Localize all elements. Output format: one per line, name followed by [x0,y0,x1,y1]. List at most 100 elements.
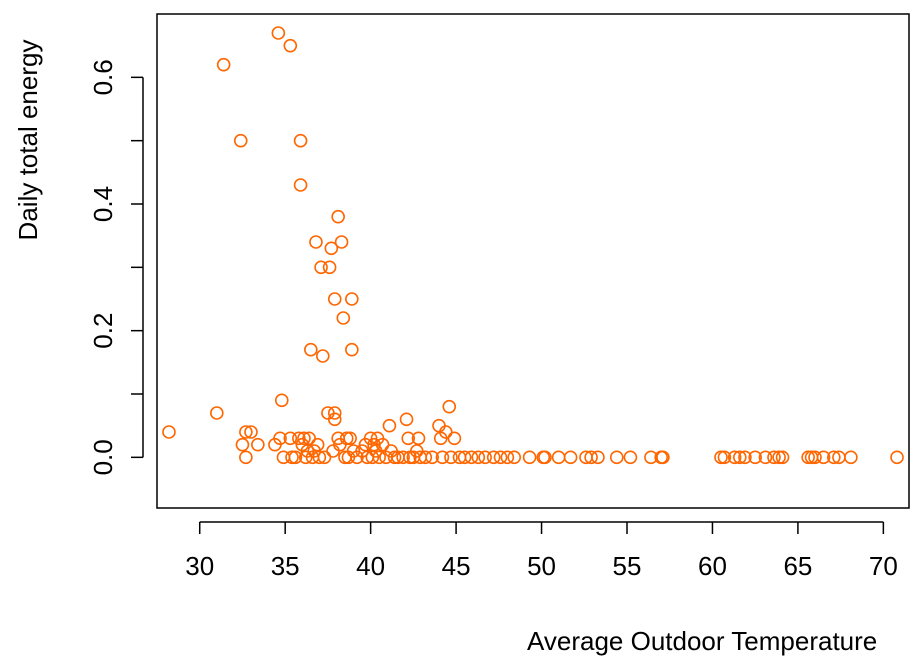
data-point [239,425,253,439]
data-point [399,412,414,427]
data-point [283,38,298,53]
data-point [315,349,330,363]
data-point [298,450,313,465]
x-tick-label: 65 [783,551,812,581]
data-point [738,450,752,465]
data-point [310,437,325,452]
data-point [244,425,258,439]
data-point [375,437,390,452]
data-point [609,450,624,465]
data-point [396,450,410,465]
data-point [251,437,265,452]
data-point [273,431,287,446]
data-point [363,431,378,446]
data-point [326,444,340,458]
data-point [727,450,742,465]
data-point [162,425,176,439]
data-point [464,450,479,465]
data-point [327,412,342,427]
data-point [331,209,345,224]
data-point [826,450,841,465]
data-point [321,406,335,420]
data-point [372,450,386,465]
data-point [297,431,311,446]
x-axis-ticks: 30 35 40 45 50 55 60 65 70 [185,522,898,581]
data-point [425,450,439,465]
y-tick-label: 0.6 [88,59,118,95]
data-point [210,406,224,420]
data-point [758,450,773,465]
data-point [801,450,815,465]
data-point [418,450,433,465]
data-point [293,178,308,192]
data-point [435,450,450,465]
data-point [584,450,598,465]
data-point [302,431,316,446]
data-point [623,450,638,465]
data-point [656,450,670,465]
data-point [292,431,306,446]
data-point [317,450,332,465]
data-point [493,450,508,465]
data-point [271,26,286,40]
data-point [767,450,781,465]
x-tick-label: 45 [442,551,471,581]
x-tick-label: 40 [356,551,385,581]
data-point [439,425,453,439]
data-point [844,450,858,465]
data-point [775,450,790,465]
data-point [471,450,486,465]
y-tick-label: 0.2 [88,313,118,349]
data-point [538,450,552,465]
data-point [522,450,537,465]
data-point [336,311,351,325]
x-tick-label: 50 [527,551,556,581]
y-tick-label: 0.4 [88,186,118,222]
x-tick-label: 55 [613,551,642,581]
data-point [239,450,253,465]
data-point [411,431,426,446]
y-tick-label: 0.0 [88,439,118,475]
data-point [345,342,359,357]
data-point [304,342,318,357]
data-point [327,406,342,420]
data-point [293,133,308,148]
data-point [447,431,462,446]
data-point [808,450,822,465]
data-point [327,292,342,306]
data-points [162,26,904,465]
data-point [717,450,732,465]
data-point [382,418,397,433]
data-point [235,437,250,452]
data-point [732,450,747,465]
data-point [322,260,337,275]
data-point [334,235,349,249]
data-point [216,57,231,72]
data-point [309,235,323,249]
data-point [283,431,298,446]
data-point [591,450,605,465]
data-point [288,450,303,465]
data-point [285,450,299,465]
data-point [444,450,458,465]
data-point [486,450,501,465]
data-point [314,260,328,275]
data-point [401,431,416,446]
data-point [500,450,515,465]
data-point [324,241,339,256]
data-point [339,431,354,446]
x-tick-label: 60 [698,551,727,581]
data-point [748,450,762,465]
data-point [365,450,380,465]
data-point [890,450,904,465]
data-point [457,450,472,465]
data-point [387,450,402,465]
data-point [233,133,248,148]
data-point [442,399,457,414]
plot-frame [156,13,910,509]
data-point [563,450,578,465]
x-tick-label: 70 [869,551,898,581]
x-tick-label: 30 [185,551,214,581]
data-point [343,431,357,446]
